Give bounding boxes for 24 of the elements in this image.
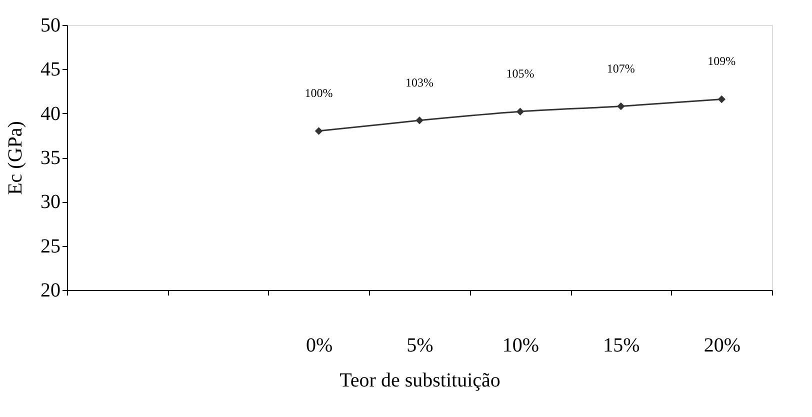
x-tick-label: 15% xyxy=(603,334,640,356)
annotation: 109% xyxy=(708,54,736,68)
y-tick-label: 35 xyxy=(40,147,60,169)
x-tick-label: 10% xyxy=(502,334,540,356)
x-axis-title: Teor de substituição xyxy=(340,370,500,392)
annotation: 100% xyxy=(304,86,333,100)
y-tick-label: 30 xyxy=(40,191,60,214)
x-tick-label: 0% xyxy=(306,334,333,356)
y-tick-label: 50 xyxy=(40,14,60,36)
point xyxy=(617,102,625,110)
point xyxy=(314,127,323,135)
y-tick-label: 25 xyxy=(40,235,60,258)
y-tick-label: 20 xyxy=(40,280,60,302)
x-tick-label: 5% xyxy=(406,334,434,356)
annotation: 105% xyxy=(506,66,534,81)
point xyxy=(416,116,424,124)
point xyxy=(718,95,726,104)
y-tick-label: 45 xyxy=(40,58,60,81)
point xyxy=(516,108,524,116)
y-tick-label: 40 xyxy=(40,102,60,125)
y-axis-title: Ec (GPa) xyxy=(4,121,26,195)
annotation: 107% xyxy=(606,61,635,76)
x-tick-label: 20% xyxy=(704,334,740,356)
annotation: 103% xyxy=(406,75,434,90)
